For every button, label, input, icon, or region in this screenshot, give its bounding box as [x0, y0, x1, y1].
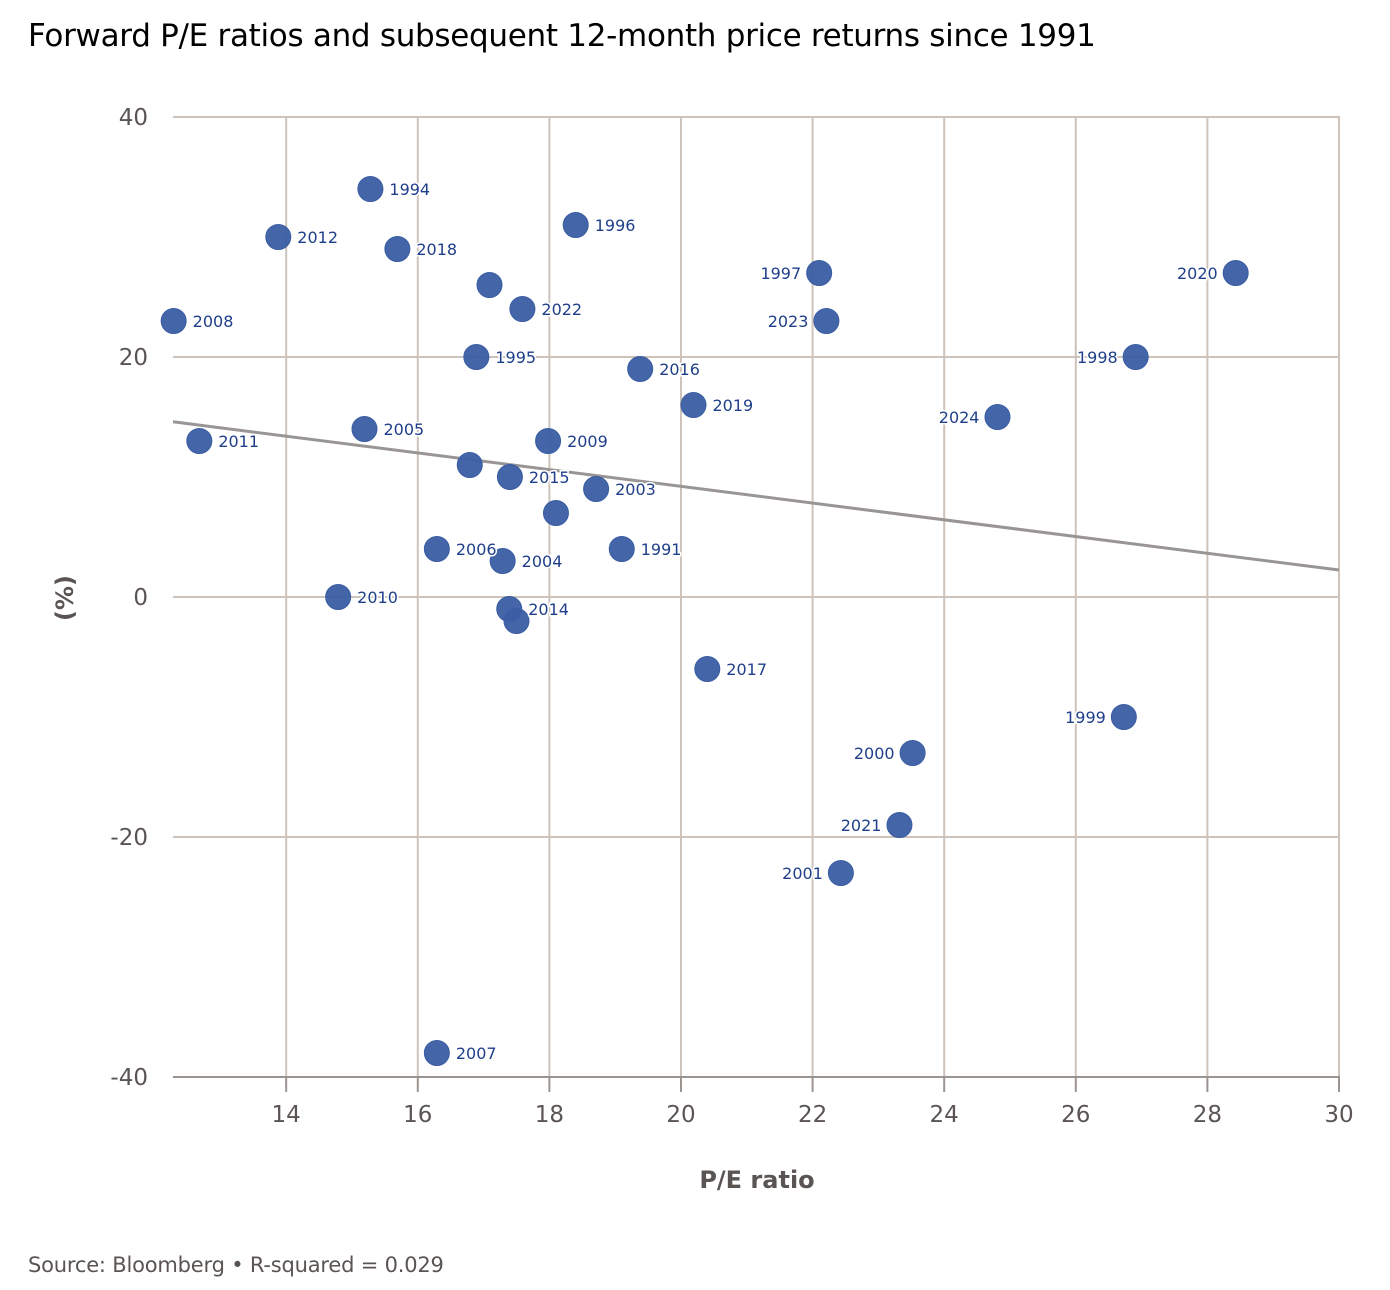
data-point: [463, 344, 490, 370]
data-label: 2020: [1177, 264, 1218, 283]
data-point: [357, 176, 384, 202]
data-label: 2012: [297, 228, 338, 247]
data-label: 2006: [456, 540, 497, 559]
data-point: [984, 404, 1011, 430]
data-point: [680, 392, 707, 418]
data-label: 2014: [528, 600, 569, 619]
data-point: [1222, 260, 1249, 286]
data-label: 1991: [641, 540, 682, 559]
data-label: 2009: [567, 432, 608, 451]
x-tick-label: 30: [1324, 1102, 1353, 1128]
data-label: 1999: [1065, 708, 1106, 727]
x-tick-label: 14: [272, 1102, 301, 1128]
data-label: 2023: [768, 312, 809, 331]
data-point: [899, 740, 926, 766]
trendline: [172, 420, 1340, 572]
data-label: 2008: [193, 312, 234, 331]
data-point: [608, 536, 635, 562]
axes: [173, 1076, 1340, 1092]
data-label: 2003: [615, 480, 656, 499]
x-tick-label: 18: [535, 1102, 564, 1128]
data-point: [627, 356, 654, 382]
data-label: 2010: [357, 588, 398, 607]
data-label: 2022: [541, 300, 582, 319]
data-label: 2007: [456, 1044, 497, 1063]
y-axis-title: (%): [51, 575, 79, 621]
data-label: 2021: [841, 816, 882, 835]
data-point: [562, 212, 589, 238]
data-point: [827, 860, 854, 886]
data-label: 2017: [726, 660, 767, 679]
data-labels: 1991 1994 1995 1996 1997 1998 1999 2000 2001 2003…: [191, 179, 1219, 1065]
data-point: [583, 476, 610, 502]
chart-title: Forward P/E ratios and subsequent 12-mon…: [28, 18, 1096, 54]
data-label: 1994: [389, 180, 430, 199]
data-point: [476, 272, 503, 298]
data-label: 2000: [854, 744, 895, 763]
data-point: [806, 260, 833, 286]
y-axis-ticks: 40 20 0 -20 -40: [110, 105, 148, 1091]
data-point: [503, 608, 530, 634]
x-axis-ticks: 14 16 18 20 22 24 26 28 30: [272, 1102, 1354, 1128]
data-point: [535, 428, 562, 454]
data-point: [886, 812, 913, 838]
data-label: 2011: [218, 432, 259, 451]
data-point: [1110, 704, 1137, 730]
footer-source: Source: Bloomberg • R-squared = 0.029: [28, 1253, 444, 1277]
data-label: 1996: [595, 216, 636, 235]
data-point: [160, 308, 187, 334]
x-tick-label: 16: [403, 1102, 432, 1128]
data-label: 1995: [495, 348, 536, 367]
trendline-group: [172, 420, 1340, 572]
data-label: 2004: [522, 552, 563, 571]
data-point: [265, 224, 292, 250]
data-point: [423, 536, 450, 562]
data-label: 2018: [416, 240, 457, 259]
data-points: [160, 176, 1249, 1066]
data-label: 2016: [659, 360, 700, 379]
data-point: [813, 308, 840, 334]
data-label: 1997: [760, 264, 801, 283]
x-tick-label: 20: [666, 1102, 695, 1128]
y-tick-label: -20: [110, 825, 148, 851]
data-point: [186, 428, 213, 454]
data-label: 2005: [383, 420, 424, 439]
x-tick-label: 26: [1061, 1102, 1090, 1128]
x-axis-title: P/E ratio: [699, 1166, 814, 1194]
y-tick-label: -40: [110, 1065, 148, 1091]
x-tick-label: 28: [1193, 1102, 1222, 1128]
x-tick-label: 22: [798, 1102, 827, 1128]
data-point: [509, 296, 536, 322]
data-point: [489, 548, 516, 574]
data-point: [325, 584, 352, 610]
data-point: [456, 452, 483, 478]
y-tick-label: 20: [119, 345, 148, 371]
data-point: [542, 500, 569, 526]
data-point: [351, 416, 378, 442]
data-label: 2019: [712, 396, 753, 415]
data-point: [496, 464, 523, 490]
data-point: [694, 656, 721, 682]
data-label: 2015: [529, 468, 570, 487]
data-point: [1122, 344, 1149, 370]
y-tick-label: 0: [133, 585, 148, 611]
y-tick-label: 40: [119, 105, 148, 131]
data-label: 2001: [782, 864, 823, 883]
x-tick-label: 24: [930, 1102, 959, 1128]
data-label: 1998: [1077, 348, 1118, 367]
data-point: [423, 1040, 450, 1066]
data-label: 2024: [939, 408, 980, 427]
data-point: [384, 236, 411, 262]
